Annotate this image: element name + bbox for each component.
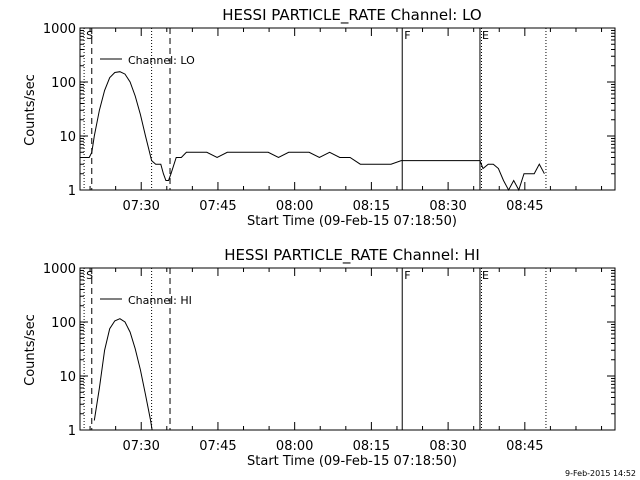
panel-hi-xlabel: Start Time (09-Feb-15 07:18:50) [247, 454, 457, 469]
panel-lo-frame [79, 27, 616, 191]
footer-timestamp: 9-Feb-2015 14:52 [565, 469, 636, 478]
x-tick-label: 08:15 [353, 199, 390, 214]
series-hi-line [93, 318, 153, 431]
x-tick-label: 07:30 [122, 439, 159, 454]
y-tick-label: 1000 [43, 22, 76, 37]
x-tick-label: 08:45 [506, 439, 543, 454]
panel-lo-ylabel: Counts/sec [23, 74, 38, 146]
x-tick-label: 08:00 [276, 199, 313, 214]
event-marker-label: E [482, 269, 489, 282]
event-marker-label: S [86, 269, 93, 282]
panel-lo: HESSI PARTICLE_RATE Channel: LO Start Ti… [23, 6, 616, 229]
event-marker-label: S [86, 29, 93, 42]
x-tick-label: 08:00 [276, 439, 313, 454]
event-marker-label: F [404, 29, 410, 42]
panel-lo-legend-label: Channel: LO [128, 54, 195, 67]
x-tick-label: 07:30 [122, 199, 159, 214]
x-tick-label: 08:30 [429, 199, 466, 214]
panel-hi-axes: 1 10 100 1000 07:30 07:45 08:00 08:15 08:30 08:45 [43, 262, 615, 454]
y-tick-label: 1000 [43, 262, 76, 277]
x-tick-label: 08:30 [429, 439, 466, 454]
event-marker-label: F [404, 269, 410, 282]
x-tick-label: 07:45 [199, 439, 236, 454]
y-tick-label: 1 [68, 184, 76, 199]
panel-hi: HESSI PARTICLE_RATE Channel: HI Start Ti… [23, 246, 616, 469]
panel-hi-ylabel: Counts/sec [23, 314, 38, 386]
series-lo-line [84, 71, 545, 192]
x-tick-label: 07:45 [199, 199, 236, 214]
panel-hi-frame [79, 267, 616, 431]
y-tick-label: 100 [51, 76, 76, 91]
y-tick-label: 10 [59, 370, 76, 385]
event-marker-label: E [482, 29, 489, 42]
x-tick-label: 08:45 [506, 199, 543, 214]
panel-lo-xlabel: Start Time (09-Feb-15 07:18:50) [247, 214, 457, 229]
panel-lo-axes: 1 10 100 1000 07:30 07:45 08:00 08:15 08:30 08:45 [43, 22, 615, 214]
x-tick-label: 08:15 [353, 439, 390, 454]
panel-lo-title: HESSI PARTICLE_RATE Channel: LO [222, 6, 481, 25]
panel-hi-title: HESSI PARTICLE_RATE Channel: HI [224, 246, 480, 265]
y-tick-label: 10 [59, 130, 76, 145]
panel-hi-legend-label: Channel: HI [128, 294, 192, 307]
y-tick-label: 1 [68, 424, 76, 439]
y-tick-label: 100 [51, 316, 76, 331]
